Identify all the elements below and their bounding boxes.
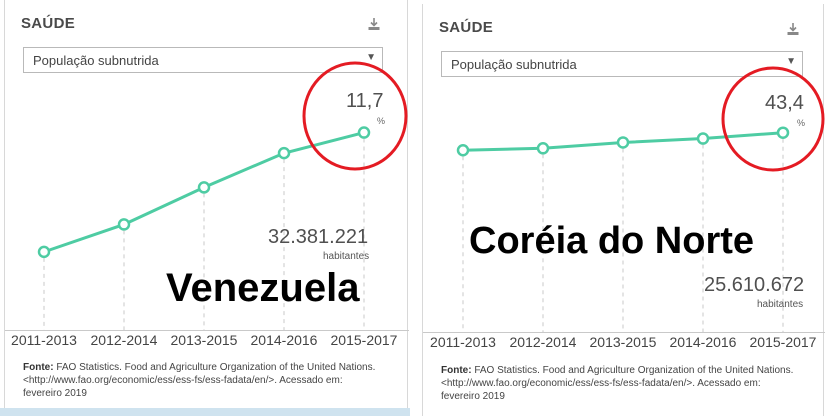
source-note: Fonte: FAO Statistics. Food and Agricult… bbox=[441, 364, 801, 403]
caret-down-icon: ▼ bbox=[366, 52, 376, 63]
x-tick-label: 2011-2013 bbox=[11, 332, 77, 348]
x-tick-label: 2015-2017 bbox=[749, 334, 817, 350]
population-value: 25.610.672 bbox=[704, 274, 805, 296]
caret-down-icon: ▼ bbox=[786, 56, 796, 67]
x-tick-label: 2011-2013 bbox=[430, 334, 496, 350]
download-icon[interactable] bbox=[366, 16, 382, 32]
highlight-circle bbox=[302, 61, 408, 171]
x-tick-label: 2013-2015 bbox=[170, 332, 238, 348]
x-tick-label: 2015-2017 bbox=[330, 332, 398, 348]
x-tick-label: 2012-2014 bbox=[509, 334, 577, 350]
indicator-value: 11,7 bbox=[346, 90, 384, 112]
line-chart bbox=[456, 66, 825, 332]
section-title: SAÚDE bbox=[439, 19, 494, 36]
country-overlay: Venezuela bbox=[166, 266, 360, 310]
x-tick-label: 2014-2016 bbox=[669, 334, 737, 350]
x-axis-line bbox=[423, 332, 825, 333]
indicator-select-value: População subnutrida bbox=[33, 53, 159, 68]
x-tick-label: 2012-2014 bbox=[90, 332, 158, 348]
panel-venezuela: SAÚDE População subnutrida ▼ 11,7 % 32.3… bbox=[4, 0, 409, 416]
data-point[interactable] bbox=[616, 136, 630, 149]
data-point[interactable] bbox=[696, 132, 710, 145]
source-text: FAO Statistics. Food and Agriculture Org… bbox=[441, 365, 794, 402]
highlight-circle bbox=[721, 66, 825, 172]
bottom-strip bbox=[0, 408, 410, 416]
indicator-unit: % bbox=[797, 118, 806, 128]
x-tick-label: 2014-2016 bbox=[250, 332, 318, 348]
data-point[interactable] bbox=[197, 181, 211, 194]
indicator-select[interactable]: População subnutrida ▼ bbox=[23, 47, 383, 73]
panel-coreia-do-norte: SAÚDE População subnutrida ▼ 43,4 % Coré… bbox=[422, 4, 825, 416]
indicator-select[interactable]: População subnutrida ▼ bbox=[441, 51, 803, 77]
data-point[interactable] bbox=[37, 245, 51, 259]
x-axis-line bbox=[5, 330, 409, 331]
data-point[interactable] bbox=[357, 126, 371, 139]
source-label: Fonte: bbox=[441, 365, 472, 376]
population-value: 32.381.221 bbox=[268, 226, 369, 248]
data-point[interactable] bbox=[277, 146, 291, 160]
indicator-select-value: População subnutrida bbox=[451, 57, 577, 72]
population-label: habitantes bbox=[323, 251, 370, 262]
line-chart bbox=[37, 61, 408, 330]
indicator-unit: % bbox=[377, 116, 386, 126]
data-point[interactable] bbox=[536, 142, 550, 155]
x-tick-label: 2013-2015 bbox=[589, 334, 657, 350]
source-text: FAO Statistics. Food and Agriculture Org… bbox=[23, 362, 376, 399]
data-point[interactable] bbox=[117, 218, 131, 231]
country-overlay: Coréia do Norte bbox=[469, 220, 755, 262]
data-point[interactable] bbox=[776, 126, 790, 139]
source-note: Fonte: FAO Statistics. Food and Agricult… bbox=[23, 361, 383, 400]
section-title: SAÚDE bbox=[21, 15, 76, 32]
source-label: Fonte: bbox=[23, 362, 54, 373]
data-point[interactable] bbox=[456, 144, 470, 157]
indicator-value: 43,4 bbox=[765, 92, 804, 114]
population-label: habitantes bbox=[757, 299, 804, 310]
download-icon[interactable] bbox=[785, 21, 801, 37]
